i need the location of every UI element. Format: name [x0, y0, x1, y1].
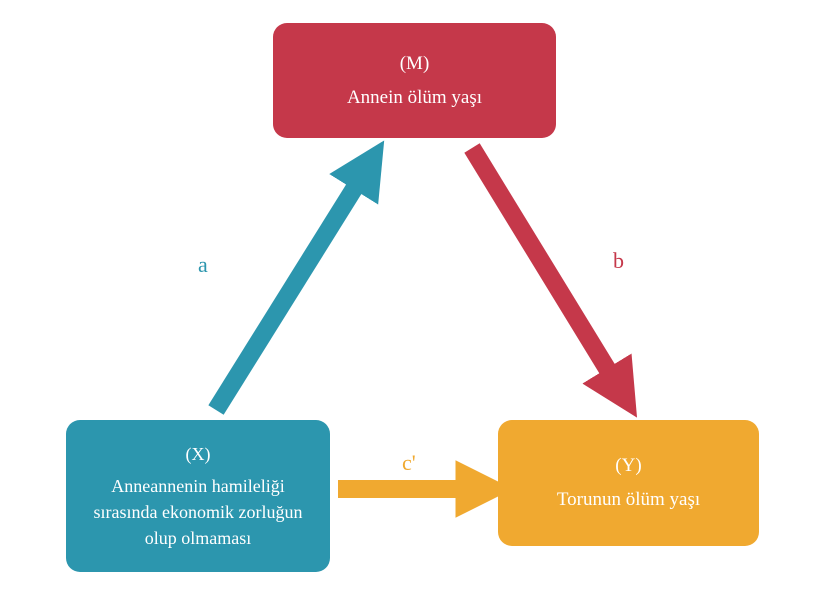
node-m: (M) Annein ölüm yaşı: [273, 23, 556, 138]
edge-label-c: c': [402, 450, 416, 476]
edge-label-a: a: [198, 252, 208, 278]
edge-label-b: b: [613, 248, 624, 274]
node-m-text: Annein ölüm yaşı: [347, 84, 482, 112]
node-m-var: (M): [400, 50, 430, 78]
node-y: (Y) Torunun ölüm yaşı: [498, 420, 759, 546]
node-x: (X) Anneannenin hamileliği sırasında eko…: [66, 420, 330, 572]
edge-b: [472, 148, 625, 398]
edge-a: [216, 160, 372, 410]
node-y-var: (Y): [615, 452, 641, 480]
node-x-text: Anneannenin hamileliği sırasında ekonomi…: [84, 473, 312, 551]
node-y-text: Torunun ölüm yaşı: [557, 486, 700, 514]
node-x-var: (X): [186, 441, 211, 467]
